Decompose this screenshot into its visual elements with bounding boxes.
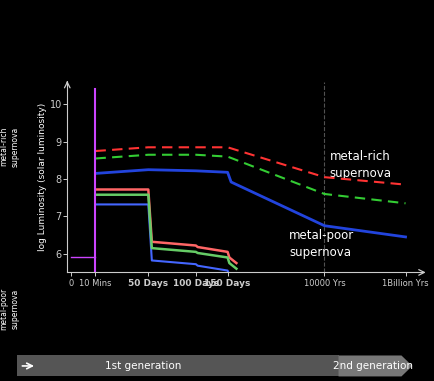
Text: 1st generation: 1st generation xyxy=(105,361,181,371)
Text: metal-poor
supernova: metal-poor supernova xyxy=(0,288,20,330)
Text: metal-rich
supernova: metal-rich supernova xyxy=(0,126,20,167)
Bar xyxy=(17,355,339,376)
FancyArrow shape xyxy=(339,355,412,376)
Text: 2nd generation: 2nd generation xyxy=(333,361,413,371)
Text: metal-rich
supernova: metal-rich supernova xyxy=(330,150,392,180)
Y-axis label: log Luminosity (solar luminosity): log Luminosity (solar luminosity) xyxy=(38,103,47,251)
Text: metal-poor
supernova: metal-poor supernova xyxy=(289,229,355,259)
